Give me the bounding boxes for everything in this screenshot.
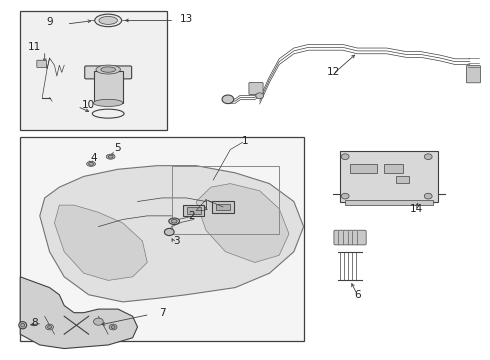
- FancyBboxPatch shape: [466, 66, 481, 83]
- Bar: [172, 166, 279, 234]
- FancyBboxPatch shape: [216, 204, 230, 210]
- Text: 12: 12: [326, 67, 340, 77]
- Text: 3: 3: [173, 236, 180, 246]
- FancyBboxPatch shape: [334, 230, 366, 245]
- Circle shape: [424, 154, 432, 159]
- Ellipse shape: [87, 161, 96, 166]
- Circle shape: [111, 325, 115, 328]
- Bar: [340, 151, 438, 202]
- Text: 11: 11: [28, 42, 42, 52]
- Ellipse shape: [108, 155, 113, 158]
- Ellipse shape: [169, 218, 179, 225]
- Circle shape: [341, 193, 349, 199]
- Circle shape: [424, 193, 432, 199]
- PathPatch shape: [20, 277, 138, 348]
- Circle shape: [94, 318, 103, 325]
- Text: 5: 5: [115, 143, 121, 153]
- Ellipse shape: [95, 14, 122, 27]
- FancyBboxPatch shape: [212, 201, 234, 213]
- PathPatch shape: [54, 205, 147, 280]
- Ellipse shape: [171, 220, 177, 223]
- Text: 9: 9: [46, 17, 53, 27]
- Ellipse shape: [96, 65, 121, 74]
- FancyBboxPatch shape: [249, 82, 263, 95]
- Text: 8: 8: [31, 319, 38, 328]
- Ellipse shape: [94, 99, 123, 107]
- Text: 1: 1: [242, 136, 248, 145]
- Text: 14: 14: [409, 204, 423, 214]
- Bar: [20, 12, 167, 130]
- Circle shape: [48, 325, 51, 328]
- Text: 2: 2: [188, 211, 195, 221]
- Ellipse shape: [19, 321, 26, 329]
- Ellipse shape: [21, 323, 24, 327]
- Ellipse shape: [101, 67, 116, 72]
- Text: 13: 13: [180, 14, 193, 24]
- Ellipse shape: [106, 154, 115, 159]
- FancyBboxPatch shape: [37, 60, 47, 67]
- Ellipse shape: [89, 162, 94, 165]
- Bar: [345, 200, 433, 205]
- PathPatch shape: [40, 166, 304, 302]
- Circle shape: [109, 324, 117, 330]
- Text: 4: 4: [90, 153, 97, 163]
- Bar: [396, 176, 409, 183]
- Text: 6: 6: [354, 290, 361, 300]
- PathPatch shape: [196, 184, 289, 262]
- FancyBboxPatch shape: [85, 66, 132, 79]
- Circle shape: [341, 154, 349, 159]
- Text: 10: 10: [82, 100, 95, 110]
- Circle shape: [46, 324, 53, 330]
- Bar: [350, 164, 377, 173]
- FancyBboxPatch shape: [183, 205, 204, 216]
- Ellipse shape: [99, 17, 118, 24]
- Circle shape: [164, 228, 174, 235]
- FancyBboxPatch shape: [94, 71, 123, 103]
- Text: 7: 7: [159, 308, 165, 318]
- FancyBboxPatch shape: [187, 207, 200, 214]
- Bar: [384, 164, 403, 173]
- Circle shape: [256, 93, 264, 99]
- Bar: [20, 137, 304, 341]
- Circle shape: [222, 95, 234, 104]
